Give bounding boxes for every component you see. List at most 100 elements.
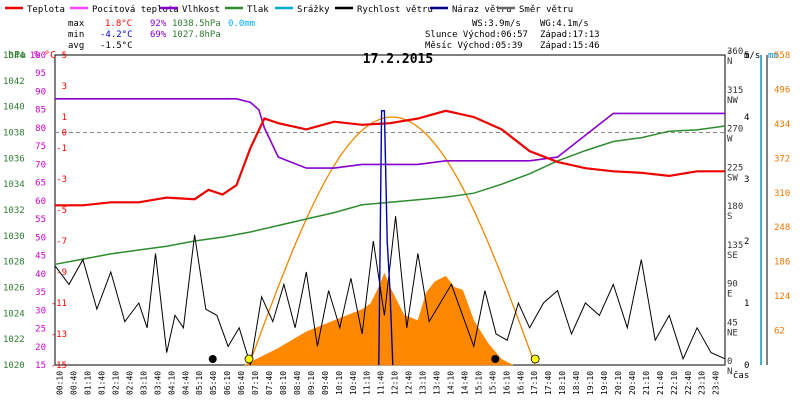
chart-title: 17.2.2015 bbox=[363, 52, 433, 67]
radiation-tick-label: 558 bbox=[774, 51, 790, 61]
radiation-tick-label: 372 bbox=[774, 154, 790, 164]
dir-tick-value: 90 bbox=[727, 280, 738, 290]
hpa-tick-label: 1038 bbox=[3, 129, 25, 139]
sunset-marker bbox=[530, 354, 540, 364]
pct-tick-label: 20 bbox=[35, 343, 46, 353]
pct-tick-label: 40 bbox=[35, 270, 46, 280]
pct-tick-label: 35 bbox=[35, 288, 46, 298]
dir-tick-value: 225 bbox=[727, 163, 743, 173]
legend: Teplota Pocitová teplota Vlhkost Tlak Srážky… bbox=[5, 5, 573, 15]
stat-max-press: 1038.5hPa bbox=[172, 19, 221, 29]
hpa-axis-title: hPa bbox=[8, 50, 26, 61]
ms-tick-label: 2 bbox=[744, 237, 749, 247]
radiation-tick-label: 62 bbox=[774, 327, 785, 337]
temp-tick-label: -7 bbox=[56, 237, 67, 247]
x-tick-label: 20:10 bbox=[614, 371, 623, 395]
x-tick-label: 17:10 bbox=[530, 371, 539, 395]
dir-tick-name: NE bbox=[727, 328, 738, 338]
pct-tick-label: 30 bbox=[35, 306, 46, 316]
x-tick-label: 10:40 bbox=[349, 371, 358, 395]
dir-tick-value: 270 bbox=[727, 125, 743, 135]
x-tick-label: 19:10 bbox=[586, 371, 595, 395]
x-tick-label: 13:40 bbox=[433, 371, 442, 395]
grid bbox=[55, 116, 725, 366]
x-tick-label: 18:10 bbox=[558, 371, 567, 395]
dir-tick-value: 180 bbox=[727, 202, 743, 212]
hpa-tick-label: 1042 bbox=[3, 77, 25, 87]
x-tick-label: 16:10 bbox=[502, 371, 511, 395]
x-tick-label: 14:40 bbox=[460, 371, 469, 395]
dir-tick-name: N bbox=[727, 57, 732, 67]
pct-tick-label: 65 bbox=[35, 179, 46, 189]
ms-tick-label: 3 bbox=[744, 175, 749, 185]
x-tick-label: 07:40 bbox=[265, 371, 274, 395]
x-tick-label: 21:10 bbox=[642, 371, 651, 395]
hpa-tick-label: 1030 bbox=[3, 232, 25, 242]
radiation-tick-label: 310 bbox=[774, 189, 790, 199]
pct-tick-label: 55 bbox=[35, 215, 46, 225]
markers bbox=[208, 354, 540, 364]
stat-min-hum: 69% bbox=[150, 30, 167, 40]
temp-tick-label: -1 bbox=[56, 144, 67, 154]
x-tick-label: 16:40 bbox=[516, 371, 525, 395]
pct-tick-label: 100 bbox=[30, 51, 46, 61]
pct-axis-title: % bbox=[34, 50, 40, 61]
dir-tick-name: SE bbox=[727, 251, 738, 261]
temp-tick-label: -5 bbox=[56, 206, 67, 216]
radiation-tick-label: 186 bbox=[774, 258, 790, 268]
hpa-tick-label: 1044 bbox=[3, 51, 25, 61]
x-tick-label: 05:40 bbox=[209, 371, 218, 395]
dir-tick-name: E bbox=[727, 290, 732, 300]
info-wg: WG:4.1m/s bbox=[540, 19, 589, 29]
x-tick-label: 23:10 bbox=[698, 371, 707, 395]
pct-tick-label: 45 bbox=[35, 252, 46, 262]
x-tick-label: 11:40 bbox=[377, 371, 386, 395]
temp-tick-label: -3 bbox=[56, 175, 67, 185]
hpa-tick-label: 1020 bbox=[3, 361, 25, 371]
ms-axis-title: m/s bbox=[744, 51, 760, 61]
hpa-tick-label: 1024 bbox=[3, 309, 25, 319]
dir-tick-value: 315 bbox=[727, 86, 743, 96]
stat-max-hum: 92% bbox=[150, 19, 167, 29]
wind-gust-line bbox=[378, 110, 394, 366]
x-tick-label: 02:10 bbox=[111, 371, 120, 395]
temp-tick-label: -15 bbox=[51, 361, 67, 371]
dir-tick-name: N bbox=[727, 367, 732, 377]
dir-tick-value: 360 bbox=[727, 47, 743, 57]
temp-tick-label: 0 bbox=[62, 129, 67, 139]
hpa-tick-label: 1026 bbox=[3, 284, 25, 294]
dir-tick-value: 45 bbox=[727, 318, 738, 328]
legend-label: Pocitová teplota bbox=[92, 5, 179, 15]
x-tick-label: 23:40 bbox=[712, 371, 721, 395]
sunrise-marker bbox=[244, 354, 254, 364]
x-tick-label: 06:10 bbox=[223, 371, 232, 395]
ms-tick-label: 5 bbox=[744, 51, 749, 61]
temp-tick-label: -11 bbox=[51, 299, 67, 309]
radiation-tick-label: 434 bbox=[774, 120, 790, 130]
axes: hPa% °C1020102210241026102810301032103410… bbox=[3, 47, 790, 395]
legend-label: Teplota bbox=[27, 5, 65, 15]
info-ws: WS:3.9m/s bbox=[472, 19, 521, 29]
x-tick-label: 11:10 bbox=[363, 371, 372, 395]
x-tick-label: 07:10 bbox=[251, 371, 260, 395]
pressure-line bbox=[54, 125, 726, 266]
humidity-line bbox=[55, 98, 725, 169]
hpa-tick-label: 1040 bbox=[3, 103, 25, 113]
temp-tick-label: -9 bbox=[56, 268, 67, 278]
info-sunrise: Slunce Východ:06:57 bbox=[425, 30, 528, 40]
x-tick-label: 05:10 bbox=[195, 371, 204, 395]
x-tick-label: 20:40 bbox=[628, 371, 637, 395]
legend-label: Směr větru bbox=[519, 5, 573, 15]
legend-label: Rychlost větru bbox=[357, 5, 433, 15]
ms-tick-label: 4 bbox=[744, 113, 749, 123]
pct-tick-label: 85 bbox=[35, 106, 46, 116]
pct-tick-label: 15 bbox=[35, 361, 46, 371]
sun-path-curve bbox=[248, 116, 536, 366]
temp-tick-label: 5 bbox=[62, 51, 67, 61]
x-tick-label: 00:10 bbox=[56, 371, 65, 395]
x-tick-label: 04:40 bbox=[181, 371, 190, 395]
stat-max-rain: 0.0mm bbox=[228, 19, 255, 29]
x-tick-label: 06:40 bbox=[237, 371, 246, 395]
x-tick-label: 09:10 bbox=[307, 371, 316, 395]
stat-max-label: max bbox=[68, 19, 85, 29]
